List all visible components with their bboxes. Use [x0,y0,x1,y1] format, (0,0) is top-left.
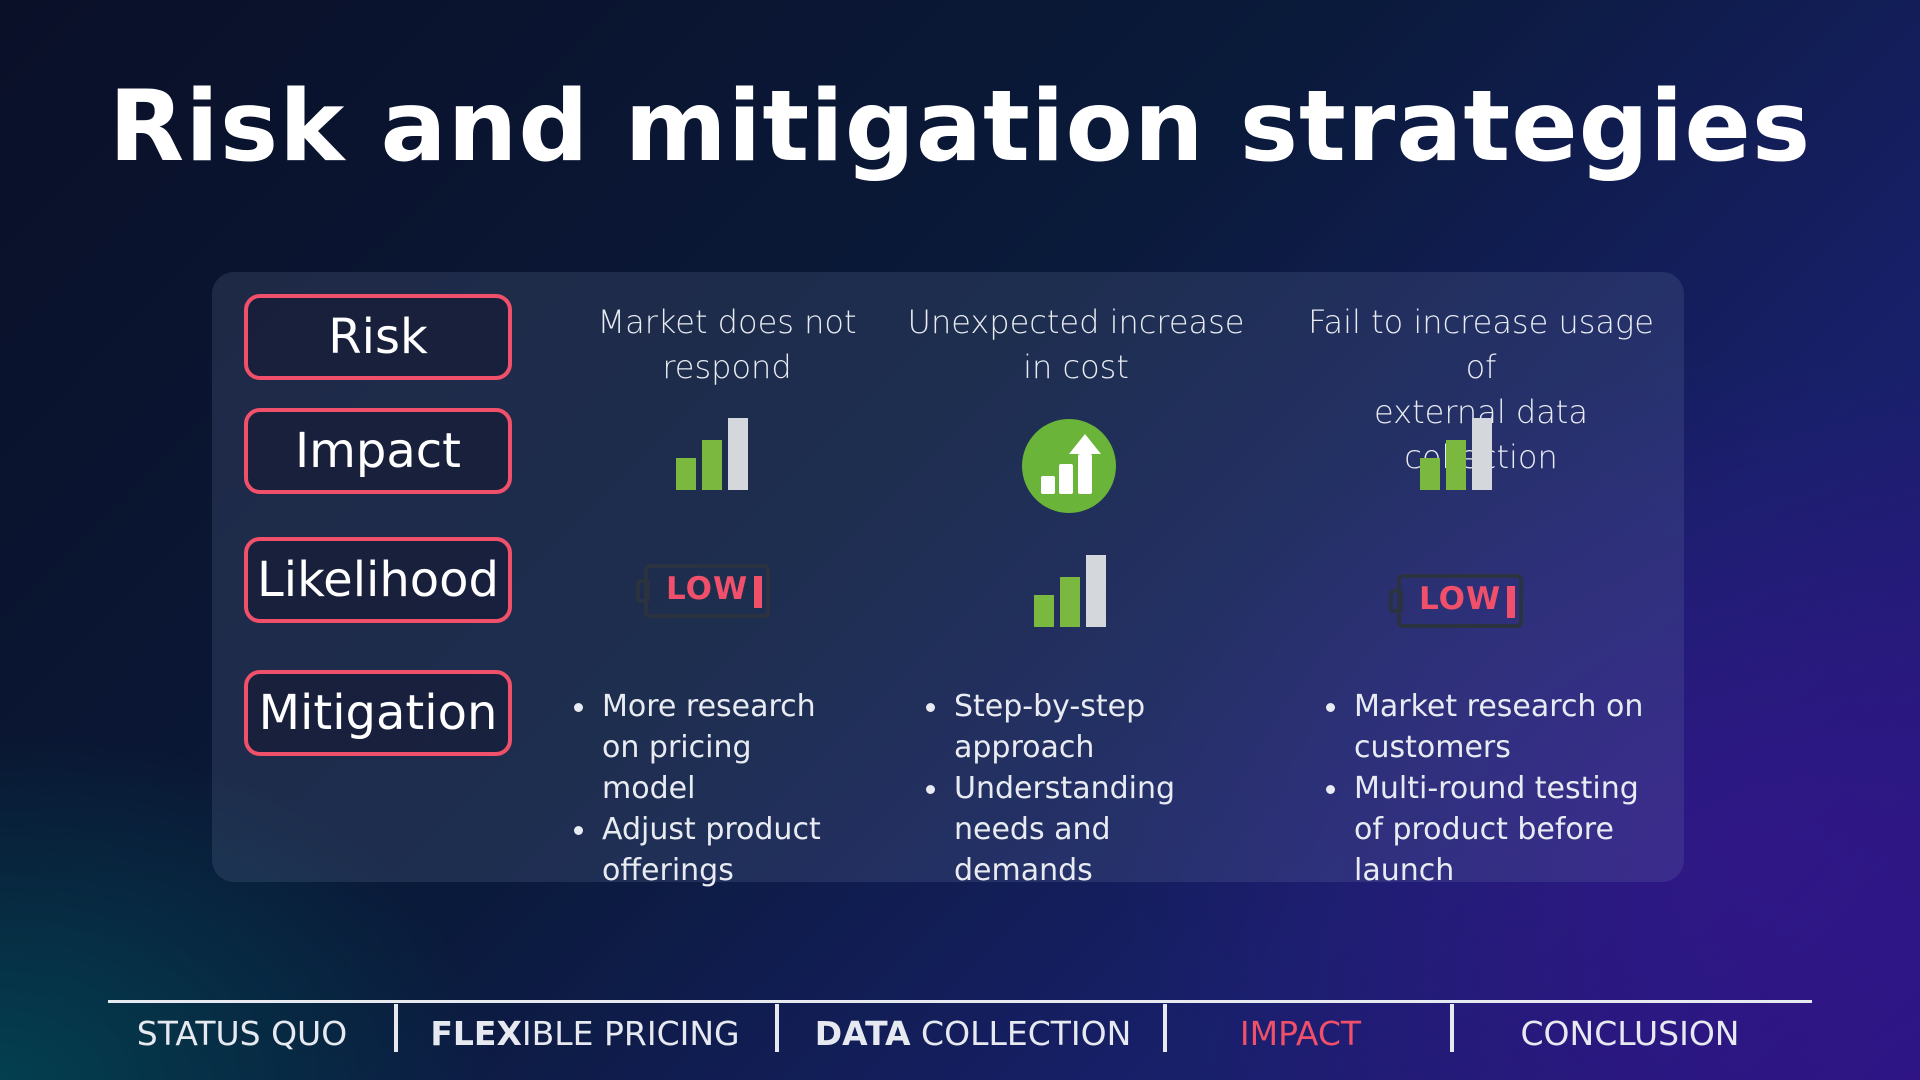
low-battery-icon: LOW [636,563,772,619]
nav-separator [394,1004,398,1052]
battery-outline-icon [636,564,770,618]
list-item: Market research on customers [1326,686,1671,768]
nav-rest-part: COLLECTION [910,1014,1132,1053]
mitigation-list-col2: Step-by-step approach Understanding need… [926,686,1246,891]
mitigation-list-col3: Market research on customers Multi-round… [1326,686,1671,891]
likelihood-badge: LOW [666,571,749,607]
signal-bars-icon [1034,555,1106,627]
risk-text-col1: Market does not respond [547,300,907,390]
row-label-likelihood: Likelihood [244,537,512,623]
nav-divider-line [108,1000,1812,1003]
nav-separator [1450,1004,1454,1052]
nav-conclusion[interactable]: CONCLUSION [1520,1014,1740,1053]
nav-bold-part: DATA [814,1014,911,1053]
mitigation-list-col1: More research on pricing model Adjust pr… [574,686,854,891]
nav-separator [775,1004,779,1052]
risk-text-line: Market does not [597,303,857,341]
signal-bars-icon [1420,418,1492,490]
risk-text-line: Unexpected increase [907,303,1245,341]
list-item: More research on pricing model [574,686,854,809]
nav-flexible-pricing[interactable]: FLEXIBLE PRICING [410,1012,760,1056]
risk-text-line: in cost [1023,348,1129,386]
risk-text-col2: Unexpected increase in cost [896,300,1256,390]
row-label-risk: Risk [244,294,512,380]
nav-rest-part: IBLE PRICING [521,1014,740,1053]
risk-text-line: respond [662,348,792,386]
slide-title: Risk and mitigation strategies [108,70,1812,184]
nav-separator [1163,1004,1167,1052]
list-item: Understanding needs and demands [926,768,1246,891]
nav-bold-part: FLEX [430,1014,522,1053]
low-battery-icon: LOW [1389,573,1525,629]
risk-text-line: Fail to increase usage of [1308,303,1654,386]
chart-up-arrow-circle-icon [1022,419,1116,513]
signal-bars-icon [676,418,748,490]
row-label-mitigation: Mitigation [244,670,512,756]
list-item: Adjust product offerings [574,809,854,891]
battery-outline-icon [1389,574,1523,628]
nav-status-quo[interactable]: STATUS QUO [136,1014,348,1053]
list-item: Step-by-step approach [926,686,1246,768]
list-item: Multi-round testing of product before la… [1326,768,1671,891]
likelihood-badge: LOW [1419,581,1502,617]
nav-data-collection[interactable]: DATA COLLECTION [790,1012,1156,1056]
nav-impact[interactable]: IMPACT [1239,1014,1362,1053]
row-label-impact: Impact [244,408,512,494]
